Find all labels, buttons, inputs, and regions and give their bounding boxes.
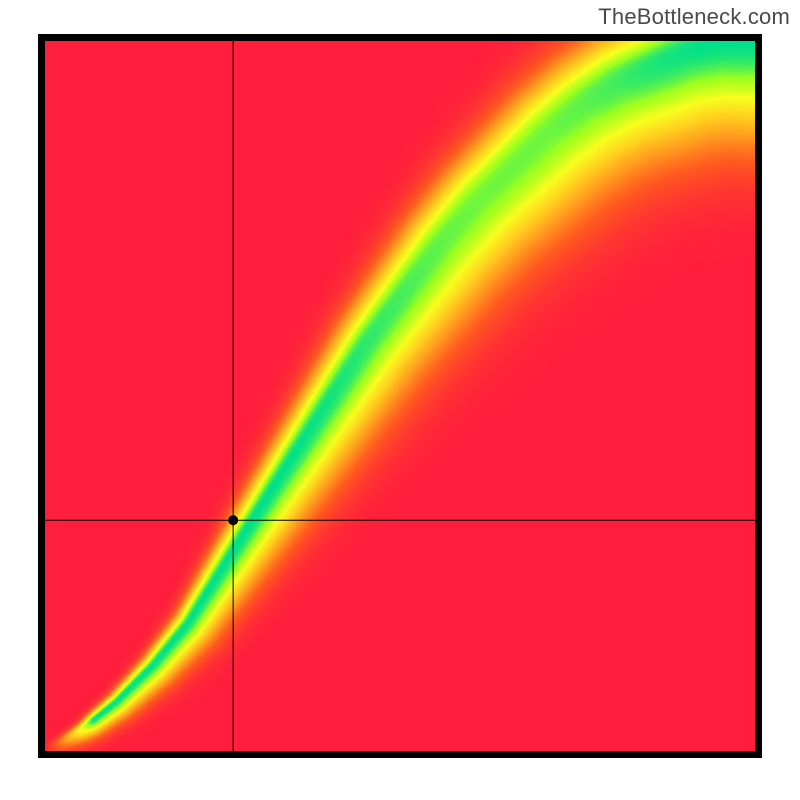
plot-frame — [38, 34, 762, 758]
heatmap-canvas — [45, 41, 755, 751]
watermark-text: TheBottleneck.com — [598, 4, 790, 30]
plot-area — [45, 41, 755, 751]
chart-container: TheBottleneck.com — [0, 0, 800, 800]
